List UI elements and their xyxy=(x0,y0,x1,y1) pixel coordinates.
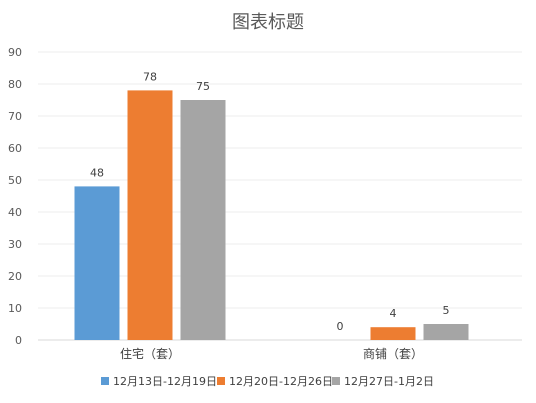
legend: 12月13日-12月19日 12月20日-12月26日 12月27日-1月2日 xyxy=(101,375,434,388)
data-label: 78 xyxy=(143,70,157,83)
y-tick-label: 80 xyxy=(8,78,22,91)
bars xyxy=(74,90,469,341)
bar xyxy=(127,90,173,341)
y-tick-label: 70 xyxy=(8,110,22,123)
y-tick-label: 30 xyxy=(8,238,22,251)
data-labels: 48 78 75 0 4 5 xyxy=(90,70,450,333)
x-category-label: 商铺（套） xyxy=(363,346,423,361)
data-label: 0 xyxy=(337,320,344,333)
data-label: 48 xyxy=(90,166,104,179)
y-tick-label: 90 xyxy=(8,46,22,59)
data-label: 4 xyxy=(390,307,397,320)
bar xyxy=(370,327,416,340)
y-axis: 0 10 20 30 40 50 60 70 80 90 xyxy=(8,46,22,347)
data-label: 5 xyxy=(443,304,450,317)
data-label: 75 xyxy=(196,80,210,93)
legend-item: 12月13日-12月19日 xyxy=(101,375,217,388)
legend-swatch xyxy=(101,377,109,385)
legend-item: 12月27日-1月2日 xyxy=(332,375,434,388)
y-tick-label: 50 xyxy=(8,174,22,187)
legend-label: 12月13日-12月19日 xyxy=(113,375,217,388)
legend-swatch xyxy=(332,377,340,385)
legend-label: 12月27日-1月2日 xyxy=(344,375,434,388)
y-tick-label: 20 xyxy=(8,270,22,283)
legend-swatch xyxy=(217,377,225,385)
bar xyxy=(74,186,120,340)
legend-item: 12月20日-12月26日 xyxy=(217,375,333,388)
y-tick-label: 0 xyxy=(15,334,22,347)
y-tick-label: 40 xyxy=(8,206,22,219)
legend-label: 12月20日-12月26日 xyxy=(229,375,333,388)
x-axis: 住宅（套） 商铺（套） xyxy=(120,346,423,361)
x-category-label: 住宅（套） xyxy=(120,346,180,361)
y-tick-label: 60 xyxy=(8,142,22,155)
chart-title: 图表标题 xyxy=(232,12,304,33)
y-tick-label: 10 xyxy=(8,302,22,315)
bar xyxy=(423,324,469,340)
bar xyxy=(180,100,226,340)
